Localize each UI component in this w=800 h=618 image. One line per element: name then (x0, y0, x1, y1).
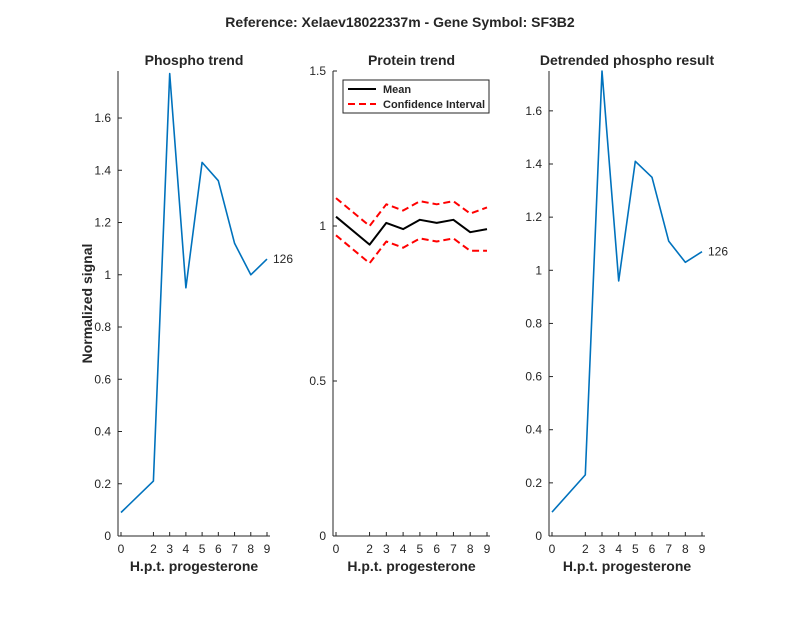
y-tick-label: 0 (319, 529, 326, 543)
x-tick-label: 2 (150, 542, 157, 556)
y-tick-label: 1.4 (525, 157, 542, 171)
series-line-1 (335, 215, 488, 246)
x-tick-label: 5 (632, 542, 639, 556)
panel-title: Protein trend (368, 52, 455, 68)
series-end-label: 126 (273, 252, 293, 266)
x-tick-label: 3 (383, 542, 390, 556)
legend-label-1: Mean (383, 84, 411, 96)
x-axis-label: H.p.t. progesterone (130, 558, 259, 574)
series-end-label: 126 (708, 245, 728, 259)
y-tick-label: 1.4 (94, 163, 111, 177)
y-tick-label: 1.2 (94, 216, 111, 230)
y-tick-label: 1 (104, 268, 111, 282)
y-tick-label: 0.5 (309, 374, 326, 388)
x-tick-label: 8 (682, 542, 689, 556)
y-tick-label: 1.5 (309, 64, 326, 78)
x-axis-label: H.p.t. progesterone (563, 558, 692, 574)
x-tick-label: 3 (599, 542, 606, 556)
x-tick-label: 4 (183, 542, 190, 556)
legend-label-2: Confidence Interval (383, 99, 485, 111)
x-tick-label: 5 (199, 542, 206, 556)
panel-title: Phospho trend (145, 52, 244, 68)
x-tick-label: 6 (433, 542, 440, 556)
y-tick-label: 1.2 (525, 210, 542, 224)
y-tick-label: 0 (535, 529, 542, 543)
x-tick-label: 9 (264, 542, 271, 556)
y-tick-label: 1 (319, 219, 326, 233)
legend-box (342, 79, 490, 114)
y-tick-label: 1 (535, 263, 542, 277)
x-tick-label: 0 (549, 542, 556, 556)
x-tick-label: 8 (467, 542, 474, 556)
x-tick-label: 7 (231, 542, 238, 556)
y-tick-label: 0.2 (94, 477, 111, 491)
y-tick-label: 0.4 (525, 423, 542, 437)
figure-title: Reference: Xelaev18022337m - Gene Symbol… (225, 14, 575, 30)
series-line-1 (120, 72, 268, 514)
y-tick-label: 1.6 (525, 104, 542, 118)
y-tick-label: 1.6 (94, 111, 111, 125)
y-tick-label: 0.6 (94, 372, 111, 386)
chart-panel-1: Phospho trend 0 0.2 0.4 0.6 0.8 1 1.2 1.4 1.6 0 2 3 4… (79, 52, 293, 574)
x-tick-label: 2 (366, 542, 373, 556)
series-line-3 (335, 234, 487, 265)
chart-legend: Mean Confidence Interval (342, 79, 490, 114)
x-tick-label: 3 (166, 542, 173, 556)
x-tick-label: 9 (699, 542, 706, 556)
chart-panel-3: Detrended phospho result 0 0.2 0.4 0.6 0.8 1 1.… (525, 52, 728, 574)
x-tick-label: 0 (333, 542, 340, 556)
y-tick-label: 0.4 (94, 425, 111, 439)
x-tick-label: 5 (417, 542, 424, 556)
x-tick-label: 6 (215, 542, 222, 556)
x-tick-label: 0 (118, 542, 125, 556)
y-axis-label: Normalized signal (79, 244, 95, 364)
y-tick-label: 0.8 (94, 320, 111, 334)
x-tick-label: 7 (450, 542, 457, 556)
y-tick-label: 0 (104, 529, 111, 543)
x-tick-label: 4 (400, 542, 407, 556)
x-tick-label: 6 (649, 542, 656, 556)
chart-panel-2: Protein trend 0 0.5 1 1.5 0 2 3 4 5 6 7 8 9 H.p.t. pro… (309, 52, 490, 574)
x-tick-label: 9 (484, 542, 491, 556)
x-axis-label: H.p.t. progesterone (347, 558, 476, 574)
y-tick-label: 0.2 (525, 476, 542, 490)
x-tick-label: 7 (665, 542, 672, 556)
x-tick-label: 2 (582, 542, 589, 556)
series-line-1 (551, 70, 703, 513)
y-tick-label: 0.8 (525, 316, 542, 330)
series-line-2 (335, 197, 488, 227)
x-tick-label: 4 (615, 542, 622, 556)
x-tick-label: 8 (247, 542, 254, 556)
y-tick-label: 0.6 (525, 370, 542, 384)
panel-title: Detrended phospho result (540, 52, 715, 68)
